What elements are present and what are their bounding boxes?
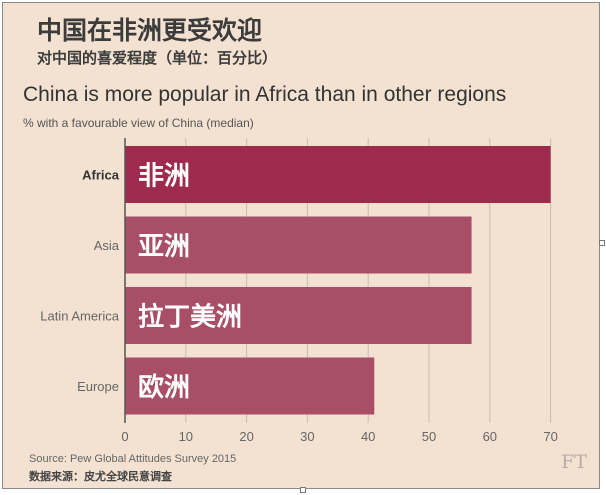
bar-label: 拉丁美洲 — [138, 302, 242, 333]
ft-logo: FT — [561, 451, 587, 473]
resize-handle-right[interactable] — [599, 240, 605, 246]
bar-chart: 0 10 20 30 40 50 60 70 非洲 Africa 亚洲 Asia 拉丁美洲 Latin A… — [40, 138, 558, 444]
x-tick-label: 70 — [543, 429, 557, 444]
chinese-subtitle: 对中国的喜爱程度（单位：百分比） — [37, 49, 278, 67]
x-tick-label: 40 — [361, 429, 375, 444]
bar-label: 亚洲 — [138, 232, 190, 262]
english-subtitle: % with a favourable view of China (media… — [23, 116, 254, 130]
bar — [125, 216, 472, 274]
chart-frame: 中国在非洲更受欢迎 对中国的喜爱程度（单位：百分比） China is more… — [2, 2, 600, 489]
category-label: Asia — [94, 238, 120, 253]
bar — [125, 357, 375, 415]
x-tick-label: 50 — [422, 429, 436, 444]
x-tick-label: 10 — [179, 429, 193, 444]
category-label: Latin America — [40, 309, 120, 324]
bar-label: 欧洲 — [138, 372, 190, 403]
x-tick-label: 20 — [239, 429, 253, 444]
english-title: China is more popular in Africa than in … — [23, 83, 507, 106]
category-label: Africa — [82, 168, 120, 183]
x-tick-label: 30 — [300, 429, 314, 444]
bar — [125, 287, 472, 344]
source-chinese: 数据来源：皮尤全球民意调查 — [29, 470, 172, 483]
chinese-title: 中国在非洲更受欢迎 — [37, 16, 263, 45]
bar — [125, 146, 551, 203]
category-label: Europe — [77, 379, 119, 394]
x-tick-label: 60 — [483, 429, 497, 444]
x-tick-label: 0 — [121, 429, 128, 444]
source-english: Source: Pew Global Attitudes Survey 2015 — [29, 453, 237, 465]
resize-handle-bottom[interactable] — [300, 487, 306, 493]
bar-label: 非洲 — [138, 162, 190, 192]
